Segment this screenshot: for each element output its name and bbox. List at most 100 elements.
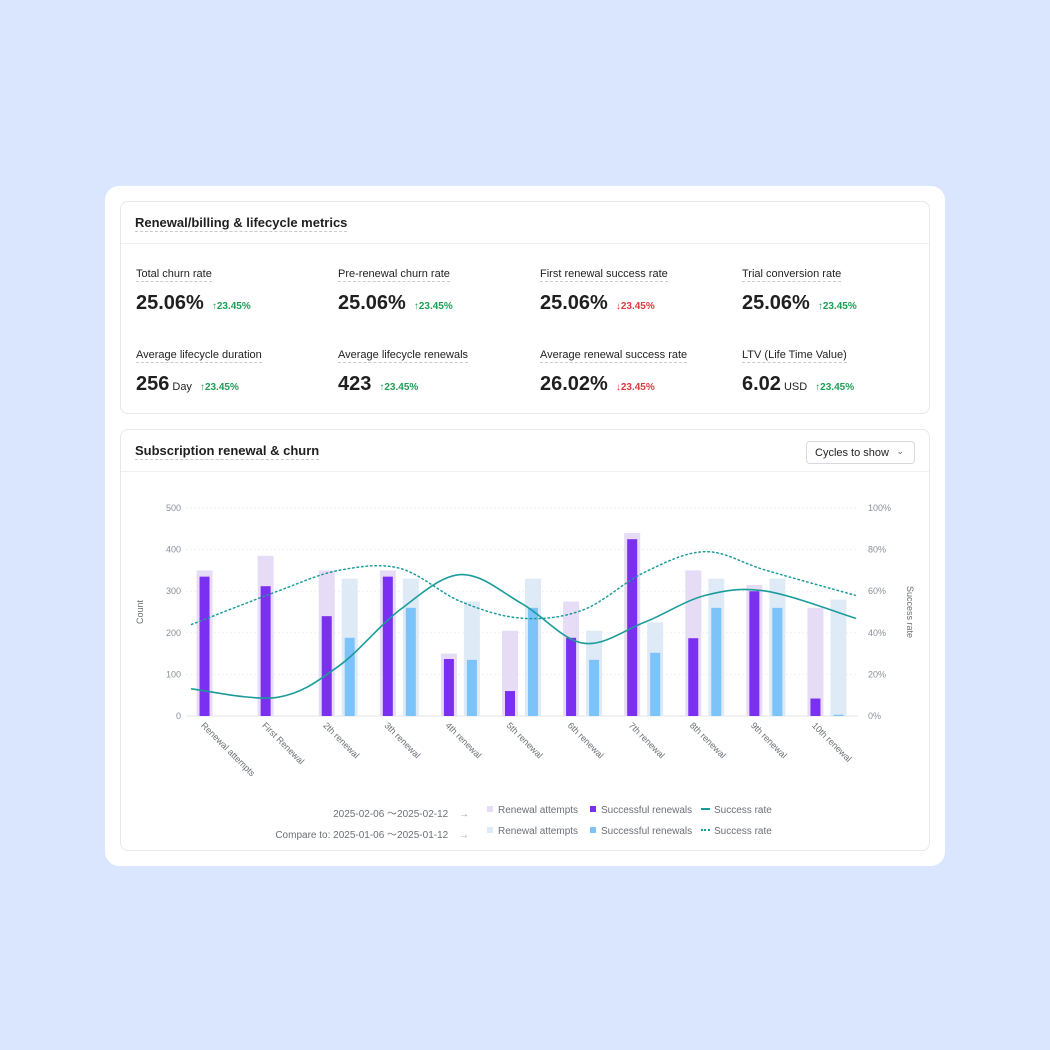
metric-value: 26.02% <box>540 373 608 395</box>
y2-tick-label: 100% <box>868 503 891 513</box>
metric-card: Average lifecycle duration 256 Day ↑23.45% <box>136 345 326 396</box>
metric-label[interactable]: Total churn rate <box>136 268 212 282</box>
metrics-panel-title: Renewal/billing & lifecycle metrics <box>135 215 348 232</box>
metric-card: First renewal success rate 25.06% ↓23.45% <box>540 264 730 315</box>
metric-label[interactable]: Trial conversion rate <box>742 268 842 282</box>
chart-panel-header: Subscription renewal & churn Cycles to s… <box>121 430 929 472</box>
metric-label[interactable]: First renewal success rate <box>540 268 668 282</box>
metric-value: 6.02 <box>742 373 781 395</box>
legend-compare: Compare to: 2025-01-06 ～2025-01-12 → Ren… <box>121 826 929 841</box>
bar-compare-successful <box>528 607 538 716</box>
bar-current-successful <box>566 637 577 716</box>
metric-label[interactable]: Pre-renewal churn rate <box>338 268 450 282</box>
x-tick-label: First Renewal <box>260 720 306 766</box>
metric-value-row: 423 ↑23.45% <box>338 373 528 396</box>
success-rate-line-current <box>190 573 857 699</box>
metric-delta: ↓23.45% <box>615 382 655 393</box>
x-tick-label: 9th renewal <box>749 720 789 760</box>
bar-compare-successful <box>650 652 661 716</box>
y-axis-title: Count <box>135 600 145 625</box>
metric-delta: ↑23.45% <box>817 301 857 312</box>
legend-item-rate-current[interactable]: Success rate <box>701 805 772 816</box>
bar-current-successful <box>199 576 210 716</box>
metric-label[interactable]: Average lifecycle renewals <box>338 349 469 363</box>
y2-tick-label: 0% <box>868 711 881 721</box>
metric-card: Total churn rate 25.06% ↑23.45% <box>136 264 326 315</box>
dashboard-card: Renewal/billing & lifecycle metrics Tota… <box>105 186 945 866</box>
metric-label[interactable]: Average lifecycle duration <box>136 349 262 363</box>
bar-current-successful <box>749 591 760 716</box>
y-tick-label: 100 <box>166 669 181 679</box>
bar-compare-attempts <box>830 599 847 716</box>
bar-compare-successful <box>344 637 355 716</box>
metric-value-row: 26.02% ↓23.45% <box>540 373 730 396</box>
x-tick-label: 6th renewal <box>566 720 606 760</box>
x-tick-label: 8th renewal <box>688 720 728 760</box>
x-tick-label: 5th renewal <box>505 720 545 760</box>
metric-label[interactable]: LTV (Life Time Value) <box>742 349 847 363</box>
metric-value: 25.06% <box>540 292 608 314</box>
y-tick-label: 400 <box>166 545 181 555</box>
metric-card: Trial conversion rate 25.06% ↑23.45% <box>742 264 932 315</box>
bar-current-successful <box>505 691 515 716</box>
metric-value: 25.06% <box>338 292 406 314</box>
metric-value-row: 25.06% ↓23.45% <box>540 292 730 315</box>
legend-item-successful-current[interactable]: Successful renewals <box>590 805 692 816</box>
metric-card: LTV (Life Time Value) 6.02 USD ↑23.45% <box>742 345 932 396</box>
chart-panel: Subscription renewal & churn Cycles to s… <box>120 429 930 851</box>
legend-item-attempts-compare[interactable]: Renewal attempts <box>487 826 578 837</box>
arrow-right-icon: → <box>459 830 469 841</box>
metric-unit: USD <box>783 381 808 393</box>
y-tick-label: 200 <box>166 628 181 638</box>
metric-value-row: 256 Day ↑23.45% <box>136 373 326 396</box>
metric-card: Pre-renewal churn rate 25.06% ↑23.45% <box>338 264 528 315</box>
metrics-panel-header: Renewal/billing & lifecycle metrics <box>121 202 929 244</box>
x-tick-label: 10th renewal <box>810 720 854 764</box>
y2-tick-label: 40% <box>868 628 886 638</box>
line-swatch <box>701 808 710 810</box>
bar-compare-successful <box>833 714 844 716</box>
bar-compare-successful <box>772 607 783 716</box>
success-rate-line-compare <box>190 550 857 626</box>
legend-current: 2025-02-06 ～2025-02-12 → Renewal attempt… <box>121 805 929 820</box>
y2-axis-title: Success rate <box>905 586 915 638</box>
metrics-panel: Renewal/billing & lifecycle metrics Tota… <box>120 201 930 414</box>
metric-delta: ↑23.45% <box>211 301 251 312</box>
line-swatch <box>701 829 710 831</box>
arrow-right-icon: → <box>459 809 469 820</box>
swatch <box>590 827 596 833</box>
bar-compare-successful <box>589 659 600 716</box>
bar-current-successful <box>321 616 332 716</box>
metric-value: 25.06% <box>742 292 810 314</box>
bar-current-attempts <box>807 607 824 716</box>
metric-delta: ↑23.45% <box>413 301 453 312</box>
bar-current-successful <box>382 576 393 716</box>
x-tick-label: 7th renewal <box>627 720 667 760</box>
x-tick-label: 2th renewal <box>321 720 361 760</box>
metric-label[interactable]: Average renewal success rate <box>540 349 688 363</box>
cycles-dropdown-label: Cycles to show <box>815 447 889 459</box>
swatch <box>487 806 493 812</box>
y-tick-label: 300 <box>166 586 181 596</box>
metric-delta: ↑23.45% <box>199 382 239 393</box>
legend-item-attempts-current[interactable]: Renewal attempts <box>487 805 578 816</box>
legend-item-rate-compare[interactable]: Success rate <box>701 826 772 837</box>
x-tick-label: 3th renewal <box>382 720 422 760</box>
y2-tick-label: 60% <box>868 586 886 596</box>
cycles-dropdown[interactable]: Cycles to show ⌄ <box>806 441 915 464</box>
swatch <box>590 806 596 812</box>
metric-unit: Day <box>172 381 192 393</box>
swatch <box>487 827 493 833</box>
metric-delta: ↑23.45% <box>815 382 855 393</box>
metric-delta: ↓23.45% <box>615 301 655 312</box>
y2-tick-label: 20% <box>868 669 886 679</box>
legend-current-range: 2025-02-06 ～2025-02-12 → <box>333 809 469 820</box>
bar-compare-successful <box>711 607 722 716</box>
chart-panel-title: Subscription renewal & churn <box>135 443 320 460</box>
chevron-down-icon: ⌄ <box>896 446 904 456</box>
x-tick-label: 4th renewal <box>443 720 483 760</box>
metric-value-row: 25.06% ↑23.45% <box>742 292 932 315</box>
metric-card: Average lifecycle renewals 423 ↑23.45% <box>338 345 528 396</box>
legend-item-successful-compare[interactable]: Successful renewals <box>590 826 692 837</box>
metric-value: 423 <box>338 373 372 395</box>
